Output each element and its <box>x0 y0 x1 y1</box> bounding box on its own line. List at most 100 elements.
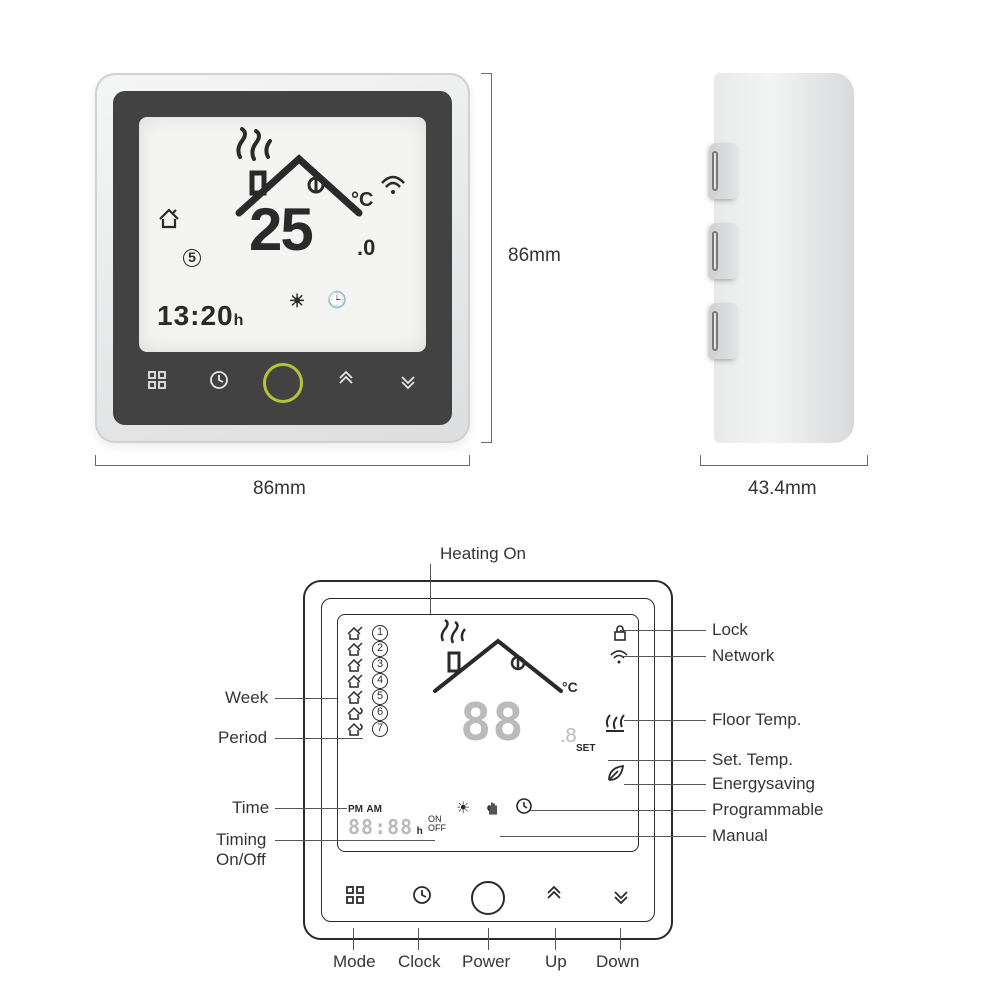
leader-line <box>622 656 706 657</box>
leader-line <box>620 928 621 950</box>
label-lock: Lock <box>712 620 748 640</box>
thermostat-front-view: 5 ☀ 🕒 25 °C .0 13:20h <box>95 73 470 443</box>
label-time: Time <box>232 798 269 818</box>
period-num: 1 <box>372 625 388 641</box>
leader-line <box>530 810 706 811</box>
dimension-line-depth <box>700 465 868 466</box>
period-row: 3 <box>346 657 388 673</box>
period-row: 6 <box>346 705 388 721</box>
diagram-down-button <box>603 885 639 911</box>
period-num: 7 <box>372 721 388 737</box>
time-segments: 88:88 <box>348 815 413 839</box>
lock-icon <box>612 625 628 644</box>
mounting-bracket <box>714 113 754 403</box>
thermostat-bezel: 5 ☀ 🕒 25 °C .0 13:20h <box>113 91 452 425</box>
mount-slot <box>712 151 718 191</box>
clock-display: 13:20h <box>157 300 244 332</box>
clock-button[interactable] <box>201 370 237 396</box>
label-week: Week <box>225 688 268 708</box>
diagram-clock-button <box>404 885 440 911</box>
leader-line <box>275 808 347 809</box>
temperature-decimal: .0 <box>357 235 375 261</box>
dimension-height-label: 86mm <box>508 245 561 267</box>
floor-heat-icon <box>604 707 626 733</box>
leader-line <box>555 928 556 950</box>
sun-icon: ☀ <box>456 798 470 821</box>
dimension-depth-label: 43.4mm <box>748 478 817 500</box>
leader-line <box>275 738 363 739</box>
diagram-temp-unit: °C <box>562 679 578 695</box>
lcd-screen: 5 ☀ 🕒 25 °C .0 13:20h <box>139 117 426 352</box>
hand-icon <box>484 798 502 821</box>
label-clock-btn: Clock <box>398 952 441 972</box>
diagram-temp-decimal: .8 <box>560 725 577 748</box>
thermostat-side-view <box>714 73 854 443</box>
leader-line <box>488 928 489 950</box>
diagram-up-button <box>536 885 572 911</box>
diagram-temp-segments: 88 <box>460 693 525 753</box>
dimension-width-label: 86mm <box>253 478 306 500</box>
diagram-right-icons <box>610 625 628 667</box>
label-timing2: On/Off <box>216 850 266 870</box>
mode-button[interactable] <box>139 370 175 396</box>
label-manual: Manual <box>712 826 768 846</box>
clock-unit: h <box>234 312 245 329</box>
leader-line <box>418 928 419 950</box>
period-row: 5 <box>346 689 388 705</box>
am-label: AM <box>366 804 382 815</box>
clock-small-icon: 🕒 <box>327 290 347 310</box>
wifi-icon <box>380 175 406 195</box>
leader-line <box>620 630 706 631</box>
period-num: 4 <box>372 673 388 689</box>
leader-line <box>624 720 706 721</box>
pm-label: PM <box>348 804 363 815</box>
period-num: 2 <box>372 641 388 657</box>
label-heating-on: Heating On <box>440 544 526 564</box>
diagram-button-row <box>337 880 639 916</box>
temperature-unit: °C <box>351 189 373 212</box>
leader-line <box>353 928 354 950</box>
period-row: 4 <box>346 673 388 689</box>
leader-line <box>275 840 435 841</box>
label-energysaving: Energysaving <box>712 774 815 794</box>
period-row: 7 <box>346 721 388 737</box>
period-num: 3 <box>372 657 388 673</box>
label-programmable: Programmable <box>712 800 824 820</box>
week-period-column: 1 2 3 4 5 <box>346 625 388 737</box>
leader-line <box>275 698 337 699</box>
off-label: OFF <box>428 823 446 833</box>
label-set-temp: Set. Temp. <box>712 750 793 770</box>
temperature-main: 25 <box>249 195 312 264</box>
dimension-line-width <box>95 465 470 466</box>
mount-slot <box>712 311 718 351</box>
period-num: 6 <box>372 705 388 721</box>
label-mode-btn: Mode <box>333 952 376 972</box>
label-network: Network <box>712 646 774 666</box>
dimension-line-height <box>491 73 492 443</box>
mount-clip <box>710 143 738 199</box>
period-row: 2 <box>346 641 388 657</box>
leaf-icon <box>606 763 626 783</box>
leader-line <box>500 836 706 837</box>
mount-slot <box>712 231 718 271</box>
diagram-power-button <box>471 881 505 915</box>
diagram-screen: 1 2 3 4 5 <box>337 614 639 852</box>
leader-line <box>608 760 706 761</box>
label-timing: Timing <box>216 830 266 850</box>
diagram-heat-icon <box>438 619 468 645</box>
heat-waves-icon <box>234 127 274 161</box>
mode-house-icon <box>157 207 181 234</box>
leader-line <box>430 564 431 614</box>
label-down-btn: Down <box>596 952 639 972</box>
power-button[interactable] <box>263 363 303 403</box>
label-up-btn: Up <box>545 952 567 972</box>
label-power-btn: Power <box>462 952 510 972</box>
diagram-mode-button <box>337 885 373 911</box>
button-row <box>139 363 426 403</box>
leader-line <box>624 784 706 785</box>
sun-icon: ☀ <box>289 291 305 312</box>
mount-clip <box>710 223 738 279</box>
down-button[interactable] <box>390 370 426 396</box>
up-button[interactable] <box>328 370 364 396</box>
period-num: 5 <box>372 689 388 705</box>
